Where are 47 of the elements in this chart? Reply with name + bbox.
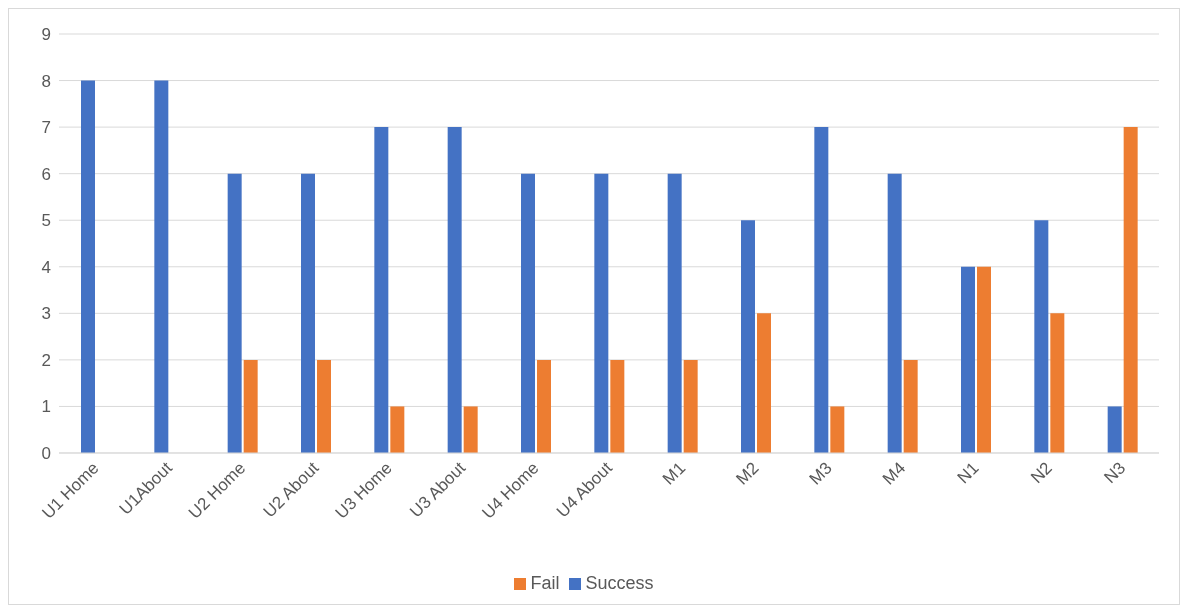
bar	[374, 127, 389, 453]
y-tick-label: 5	[41, 211, 51, 231]
y-tick-label: 1	[41, 397, 51, 417]
y-tick-label: 4	[41, 257, 51, 277]
bar	[227, 173, 242, 453]
bar	[317, 359, 331, 453]
y-tick-label: 8	[41, 71, 51, 91]
y-tick-label: 0	[41, 444, 51, 464]
x-tick-label: M2	[732, 458, 763, 489]
bar	[1107, 406, 1122, 453]
bar	[814, 127, 829, 453]
bar	[1050, 313, 1065, 453]
x-tick-label: N3	[1100, 458, 1130, 488]
bar	[741, 220, 755, 453]
y-tick-label: 6	[41, 164, 51, 184]
bar	[830, 406, 845, 453]
bar	[977, 266, 991, 453]
legend-label: Success	[585, 573, 654, 593]
bar	[301, 173, 315, 453]
bar	[1123, 127, 1138, 453]
bar	[463, 406, 478, 453]
bar	[887, 173, 902, 453]
bar	[757, 313, 771, 453]
y-tick-label: 9	[41, 25, 51, 45]
y-tick-label: 2	[41, 350, 51, 370]
bar	[594, 173, 609, 453]
x-tick-label: M1	[659, 458, 690, 489]
x-tick-label: M3	[805, 458, 836, 489]
bar	[390, 406, 405, 453]
bar	[683, 359, 698, 453]
y-tick-label: 3	[41, 304, 51, 324]
bar	[154, 80, 169, 453]
legend-label: Fail	[530, 573, 560, 593]
bar	[1034, 220, 1049, 453]
bar	[961, 266, 975, 453]
bar	[521, 173, 535, 453]
bar	[81, 80, 95, 453]
y-tick-label: 7	[41, 118, 51, 138]
x-tick-label: N1	[953, 458, 983, 488]
bar	[903, 359, 918, 453]
bar	[447, 127, 462, 453]
bar	[667, 173, 682, 453]
bar	[537, 359, 551, 453]
bar	[610, 359, 625, 453]
x-tick-label: N2	[1027, 458, 1056, 488]
bar	[243, 359, 258, 453]
x-tick-label: M4	[879, 458, 910, 489]
